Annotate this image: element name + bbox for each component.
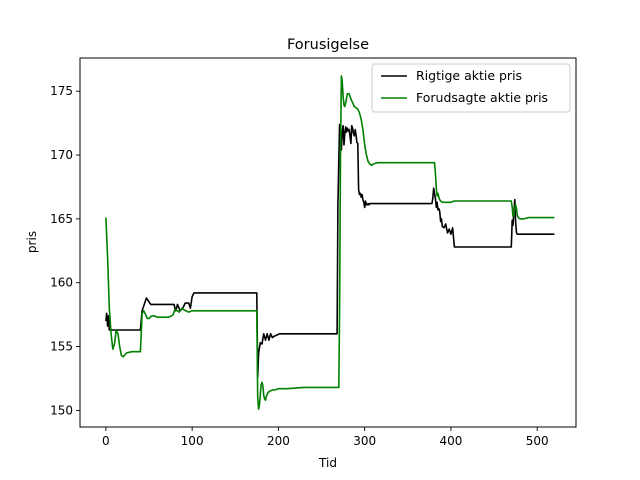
axis-ticks: 0 100 200 300 400 500 150 155 160 165 170 175 [50,84,549,448]
series-line-rigtige [105,123,555,379]
legend-label-forudsagte: Forudsagte aktie pris [416,90,548,105]
series-line-forudsagte [105,75,555,410]
y-tick-label-165: 165 [50,212,73,226]
legend: Rigtige aktie pris Forudsagte aktie pris [371,63,571,113]
x-axis-label: Tid [318,456,337,470]
y-tick-label-150: 150 [50,403,73,417]
series-layer [105,75,555,410]
legend-label-rigtige: Rigtige aktie pris [416,68,522,83]
y-tick-label-155: 155 [50,340,73,354]
x-tick-label-100: 100 [181,434,204,448]
legend-box [371,63,571,113]
y-tick-label-160: 160 [50,276,73,290]
y-axis-label: pris [25,231,39,253]
x-tick-label-500: 500 [526,434,549,448]
x-tick-label-400: 400 [439,434,462,448]
x-tick-label-0: 0 [102,434,110,448]
x-tick-label-300: 300 [353,434,376,448]
y-tick-label-175: 175 [50,84,73,98]
chart-title: Forusigelse [287,37,369,53]
x-tick-label-200: 200 [267,434,290,448]
plot-area-frame [79,57,577,428]
y-tick-label-170: 170 [50,148,73,162]
